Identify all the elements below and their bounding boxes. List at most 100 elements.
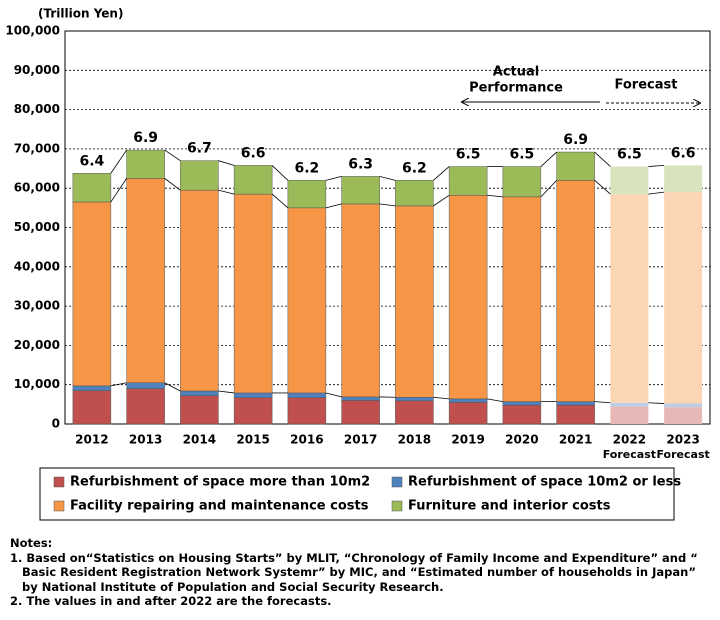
total-label: 6.4: [79, 153, 104, 169]
connector: [325, 392, 342, 398]
x-tick-label: 2017: [344, 433, 377, 447]
bar-segment: [556, 404, 595, 425]
y-tick-label: 70,000: [14, 141, 60, 155]
connector: [218, 189, 235, 195]
bar-segment: [395, 180, 434, 207]
bar-segment: [180, 390, 219, 396]
legend-label: Furniture and interior costs: [408, 499, 611, 514]
total-label: 6.2: [294, 160, 319, 176]
note-line: 2. The values in and after 2022 are the …: [10, 594, 332, 608]
connector: [110, 382, 127, 387]
bar-segment: [556, 401, 595, 406]
total-label: 6.9: [133, 130, 158, 146]
bar-segment: [502, 404, 542, 425]
total-label: 6.5: [456, 147, 481, 163]
x-tick-label: 2014: [183, 433, 216, 447]
annotation: Forecast: [615, 78, 678, 93]
bar-segment: [72, 173, 112, 203]
bar-segment: [664, 407, 703, 424]
x-tick-label: 2021: [559, 433, 592, 447]
y-tick-label: 30,000: [14, 299, 60, 313]
bar-segment: [610, 194, 649, 403]
bar-segment: [556, 180, 595, 402]
y-axis-label: (Trillion Yen): [38, 7, 123, 21]
bar-segment: [233, 397, 273, 425]
connector: [164, 382, 181, 392]
x-tick-label: 2016: [290, 433, 323, 447]
legend-label: Refurbishment of space 10m2 or less: [408, 475, 681, 490]
x-tick-label: 2022: [613, 433, 646, 447]
connector: [487, 398, 503, 402]
connector: [594, 151, 611, 167]
total-label: 6.5: [509, 147, 534, 163]
bar-segment: [287, 180, 327, 209]
bar-segment: [610, 406, 649, 424]
bar-segment: [395, 205, 434, 398]
x-tick-label: 2019: [451, 433, 484, 447]
bar-segment: [287, 392, 327, 398]
bar-segment: [72, 390, 112, 425]
total-label: 6.6: [671, 145, 696, 161]
bar-segment: [395, 400, 434, 425]
bar-segment: [448, 402, 488, 425]
connector: [594, 180, 611, 195]
connector: [648, 165, 665, 167]
bar-segment: [72, 385, 112, 391]
connector: [110, 149, 127, 174]
connector: [164, 178, 181, 191]
total-label: 6.2: [402, 160, 427, 176]
connector: [271, 165, 289, 181]
annotation: Performance: [469, 81, 563, 96]
total-label: 6.6: [241, 145, 266, 161]
y-tick-label: 20,000: [14, 338, 60, 352]
bar-segment: [180, 395, 219, 425]
note-line: 1. Based on“Statistics on Housing Starts…: [10, 550, 698, 565]
legend-box: [39, 467, 675, 521]
connector: [164, 149, 181, 162]
bar-segment: [556, 151, 595, 181]
bar-segment: [664, 192, 703, 404]
bar-segment: [287, 397, 327, 425]
bar-segment: [341, 203, 380, 398]
connector: [218, 160, 235, 166]
x-tick-note: Forecast: [656, 448, 709, 461]
total-label: 6.5: [617, 147, 642, 163]
bar-segment: [448, 166, 488, 196]
y-tick-label: 80,000: [14, 102, 60, 116]
legend-label: Facility repairing and maintenance costs: [70, 499, 369, 514]
connector: [218, 390, 235, 394]
total-label: 6.9: [563, 132, 588, 148]
bar-segment: [502, 401, 542, 406]
connector: [540, 151, 557, 167]
x-tick-note: Forecast: [603, 448, 656, 461]
connector: [648, 402, 665, 404]
chart: (Trillion Yen) Actual Performance Foreca…: [5, 7, 711, 521]
connector: [648, 191, 665, 195]
connector: [433, 396, 450, 400]
x-tick-label: 2020: [505, 433, 538, 447]
bar-segment: [448, 398, 488, 403]
x-tick-label: 2023: [666, 433, 699, 447]
bar-segment: [126, 382, 165, 389]
bar-segment: [610, 402, 649, 407]
connector: [379, 203, 396, 207]
connector: [540, 180, 557, 198]
connector: [433, 166, 450, 181]
x-tick-label: 2015: [236, 433, 269, 447]
y-tick-label: 50,000: [14, 220, 60, 234]
x-tick-label: 2012: [75, 433, 108, 447]
bar-segment: [287, 207, 327, 394]
bar-segment: [126, 149, 165, 179]
bar-segment: [395, 397, 434, 402]
plot-border: [64, 30, 711, 425]
connector: [433, 194, 450, 207]
bar-segment: [341, 176, 380, 205]
connector: [325, 203, 342, 209]
bar-segment: [126, 178, 165, 383]
bar-segment: [341, 400, 380, 425]
bar-segment: [126, 388, 165, 425]
bar-segment: [233, 392, 273, 398]
legend-swatch: [53, 500, 65, 512]
y-tick-label: 40,000: [14, 259, 60, 273]
bar-segment: [502, 196, 542, 402]
